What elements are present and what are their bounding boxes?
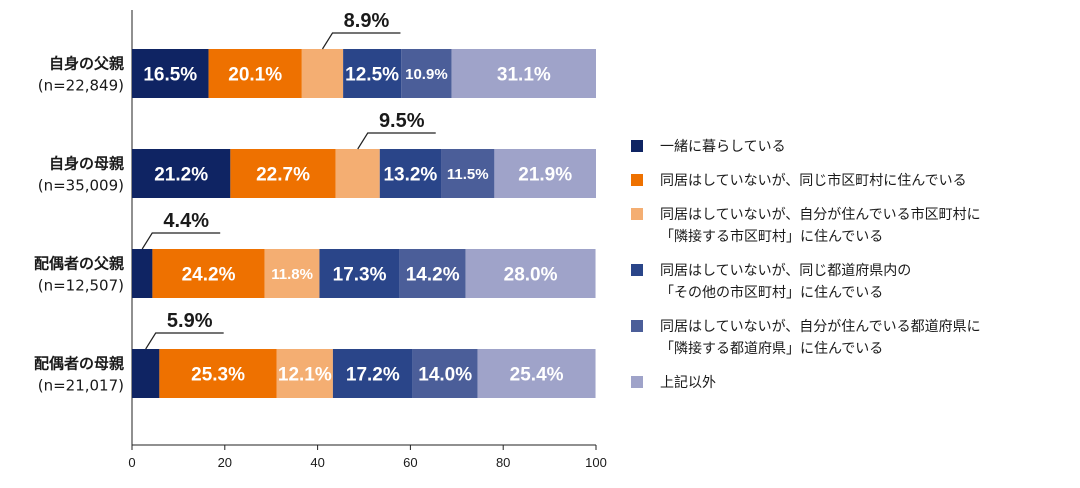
data-label: 13.2% bbox=[383, 164, 437, 185]
data-label: 11.8% bbox=[271, 266, 313, 283]
legend-label: 上記以外 bbox=[660, 374, 716, 391]
bar-segment bbox=[332, 349, 413, 398]
data-label: 17.2% bbox=[346, 364, 400, 385]
bar-segment bbox=[208, 49, 302, 98]
legend-label: 「隣接する市区町村」に住んでいる bbox=[660, 228, 883, 245]
legend-swatch bbox=[631, 208, 643, 220]
data-label: 24.2% bbox=[182, 264, 236, 285]
legend-label: 「隣接する都道府県」に住んでいる bbox=[660, 340, 883, 357]
data-label: 12.1% bbox=[278, 364, 332, 385]
data-label-callout: 5.9% bbox=[167, 310, 213, 332]
legend-swatch bbox=[631, 264, 643, 276]
x-tick-label: 0 bbox=[128, 455, 135, 470]
data-label: 28.0% bbox=[504, 264, 558, 285]
bar-segment bbox=[399, 249, 466, 298]
category-label: 配偶者の父親 bbox=[34, 255, 124, 273]
data-label: 31.1% bbox=[497, 64, 551, 85]
bar-segment bbox=[132, 149, 231, 198]
bar-segment bbox=[477, 349, 596, 398]
callout-leader bbox=[321, 32, 401, 50]
legend-label: 「その他の市区町村」に住んでいる bbox=[660, 284, 883, 301]
category-n-label: (n=35,009) bbox=[38, 177, 124, 195]
bar-segment bbox=[159, 349, 277, 398]
data-label-callout: 4.4% bbox=[163, 210, 209, 232]
x-tick-label: 60 bbox=[403, 455, 417, 470]
data-label: 11.5% bbox=[447, 166, 489, 183]
data-label-callout: 8.9% bbox=[344, 10, 390, 32]
bar-segment bbox=[335, 149, 380, 198]
bar-segment bbox=[441, 149, 495, 198]
data-label: 17.3% bbox=[333, 264, 387, 285]
bar-segment bbox=[494, 149, 596, 198]
bar-segment bbox=[412, 349, 478, 398]
legend-label: 同居はしていないが、自分が住んでいる都道府県に bbox=[660, 319, 981, 335]
data-label: 21.2% bbox=[154, 164, 208, 185]
bar-segment bbox=[132, 49, 209, 98]
bar-segment bbox=[465, 249, 596, 298]
bar-segment bbox=[230, 149, 336, 198]
callout-leader bbox=[357, 132, 436, 150]
bar-segment bbox=[301, 49, 344, 98]
bar-segment bbox=[343, 49, 402, 98]
data-label: 20.1% bbox=[228, 64, 282, 85]
legend-swatch bbox=[631, 140, 643, 152]
bar-segment bbox=[451, 49, 596, 98]
bar-segment bbox=[276, 349, 333, 398]
legend-swatch bbox=[631, 376, 643, 388]
category-n-label: (n=12,507) bbox=[38, 277, 124, 295]
data-label-callout: 9.5% bbox=[379, 110, 425, 132]
legend-label: 同居はしていないが、自分が住んでいる市区町村に bbox=[660, 206, 981, 223]
bar-segment bbox=[132, 349, 160, 398]
data-label: 25.3% bbox=[191, 364, 245, 385]
bar-segment bbox=[264, 249, 320, 298]
callout-leader bbox=[145, 332, 224, 350]
x-tick-label: 40 bbox=[310, 455, 324, 470]
category-n-label: (n=21,017) bbox=[38, 377, 124, 395]
callout-leader bbox=[141, 232, 221, 250]
data-label: 21.9% bbox=[518, 164, 572, 185]
legend-label: 同居はしていないが、同じ市区町村に住んでいる bbox=[660, 172, 967, 189]
bar-segment bbox=[319, 249, 400, 298]
bar-segment bbox=[401, 49, 452, 98]
data-label: 25.4% bbox=[510, 364, 564, 385]
legend-label: 同居はしていないが、同じ都道府県内の bbox=[660, 263, 911, 279]
data-label: 12.5% bbox=[345, 64, 399, 85]
category-label: 配偶者の母親 bbox=[34, 355, 124, 373]
legend-swatch bbox=[631, 174, 643, 186]
data-label: 10.9% bbox=[405, 66, 448, 83]
data-label: 22.7% bbox=[256, 164, 310, 185]
x-tick-label: 20 bbox=[218, 455, 232, 470]
data-label: 16.5% bbox=[143, 64, 197, 85]
data-label: 14.2% bbox=[406, 264, 460, 285]
legend-label: 一緒に暮らしている bbox=[660, 139, 786, 155]
category-n-label: (n=22,849) bbox=[38, 77, 124, 95]
bar-segment bbox=[379, 149, 442, 198]
x-tick-label: 80 bbox=[496, 455, 510, 470]
category-label: 自身の母親 bbox=[49, 155, 124, 173]
bar-segment bbox=[132, 249, 153, 298]
category-label: 自身の父親 bbox=[49, 55, 124, 73]
x-tick-label: 100 bbox=[585, 455, 607, 470]
data-label: 14.0% bbox=[418, 364, 472, 385]
legend-swatch bbox=[631, 320, 643, 332]
bar-segment bbox=[152, 249, 265, 298]
